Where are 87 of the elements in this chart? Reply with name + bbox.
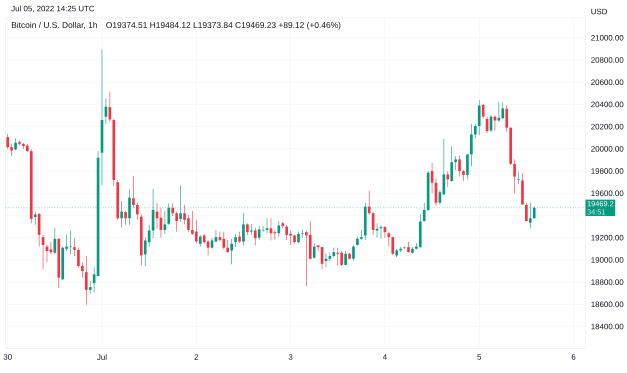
candlestick bbox=[434, 178, 438, 207]
candlestick bbox=[179, 185, 182, 222]
candlestick bbox=[202, 234, 206, 244]
candlestick bbox=[336, 248, 340, 266]
candlestick bbox=[46, 244, 48, 263]
candlestick bbox=[156, 202, 158, 230]
candlestick bbox=[194, 220, 198, 244]
candlestick bbox=[246, 223, 249, 236]
candlestick bbox=[198, 234, 202, 248]
candlestick bbox=[462, 170, 465, 182]
candlestick bbox=[525, 202, 528, 222]
candlestick bbox=[308, 220, 312, 260]
candlestick bbox=[501, 102, 504, 120]
candlestick bbox=[513, 159, 516, 194]
candlestick bbox=[450, 146, 454, 182]
candlestick bbox=[38, 213, 40, 248]
candlestick bbox=[230, 238, 234, 265]
candlestick bbox=[266, 218, 268, 234]
candlestick bbox=[132, 176, 135, 208]
candlestick bbox=[490, 114, 492, 133]
candlestick bbox=[242, 212, 245, 246]
candlestick bbox=[81, 262, 84, 278]
candlestick bbox=[332, 248, 336, 258]
candlestick bbox=[274, 230, 276, 240]
candlestick bbox=[391, 236, 394, 256]
candlestick bbox=[372, 212, 374, 236]
candlestick bbox=[478, 100, 481, 136]
candlestick bbox=[368, 190, 371, 216]
candlestick bbox=[360, 230, 363, 240]
candlestick bbox=[517, 172, 520, 185]
candlestick bbox=[234, 234, 237, 248]
candlestick bbox=[324, 254, 328, 268]
candlestick bbox=[285, 224, 288, 240]
candlestick bbox=[258, 226, 261, 240]
candlestick bbox=[206, 240, 210, 256]
candlestick bbox=[297, 232, 300, 244]
candlestick bbox=[474, 124, 477, 139]
candlestick bbox=[277, 220, 280, 238]
candlestick bbox=[124, 210, 127, 226]
candlestick bbox=[54, 228, 56, 255]
candlestick bbox=[77, 248, 80, 268]
candlestick bbox=[486, 116, 488, 134]
candlestick bbox=[210, 238, 214, 250]
candlestick bbox=[430, 162, 434, 194]
candlestick bbox=[482, 104, 484, 119]
candlestick bbox=[254, 228, 257, 246]
candlestick bbox=[270, 218, 272, 241]
candlestick bbox=[73, 238, 76, 257]
candlestick bbox=[160, 208, 162, 238]
candlestick bbox=[384, 226, 386, 238]
candlestick bbox=[344, 250, 347, 266]
candlestick bbox=[320, 246, 324, 270]
chart-title: Bitcoin / U.S. Dollar, 1h bbox=[12, 22, 97, 30]
candlestick bbox=[226, 240, 230, 254]
candlestick bbox=[88, 280, 92, 294]
candlestick bbox=[171, 203, 174, 217]
candlestick bbox=[376, 223, 378, 238]
candlestick bbox=[14, 138, 17, 152]
candlestick bbox=[18, 140, 21, 146]
candlestick bbox=[521, 173, 524, 206]
candlestick bbox=[312, 243, 316, 260]
candlestick bbox=[164, 210, 166, 234]
candlestick bbox=[238, 232, 241, 244]
candlestick bbox=[108, 92, 112, 123]
candlestick bbox=[470, 124, 473, 167]
candlestick bbox=[466, 154, 469, 180]
candlestick bbox=[458, 155, 461, 178]
candlestick bbox=[494, 115, 496, 132]
candlestick bbox=[175, 212, 178, 232]
candlestick bbox=[505, 105, 508, 132]
candlestick bbox=[6, 134, 10, 150]
candlestick bbox=[84, 256, 88, 306]
candlestick bbox=[187, 214, 190, 232]
candlestick bbox=[407, 242, 410, 254]
candlestick bbox=[136, 202, 139, 220]
candlestick bbox=[42, 234, 44, 270]
candlestick bbox=[304, 230, 308, 287]
candlestick bbox=[352, 244, 355, 261]
candlestick bbox=[446, 171, 450, 188]
candlestick bbox=[340, 250, 344, 267]
candlestick bbox=[380, 224, 382, 240]
candlestick bbox=[422, 202, 426, 222]
candlestick bbox=[69, 230, 72, 255]
chart-subtitle: O19374.51 H19484.12 L19373.84 C19469.23 +89.12 (+0.46%) bbox=[106, 22, 340, 30]
candlestick bbox=[104, 98, 108, 124]
candlestick bbox=[50, 242, 52, 255]
candlestick bbox=[10, 144, 13, 157]
